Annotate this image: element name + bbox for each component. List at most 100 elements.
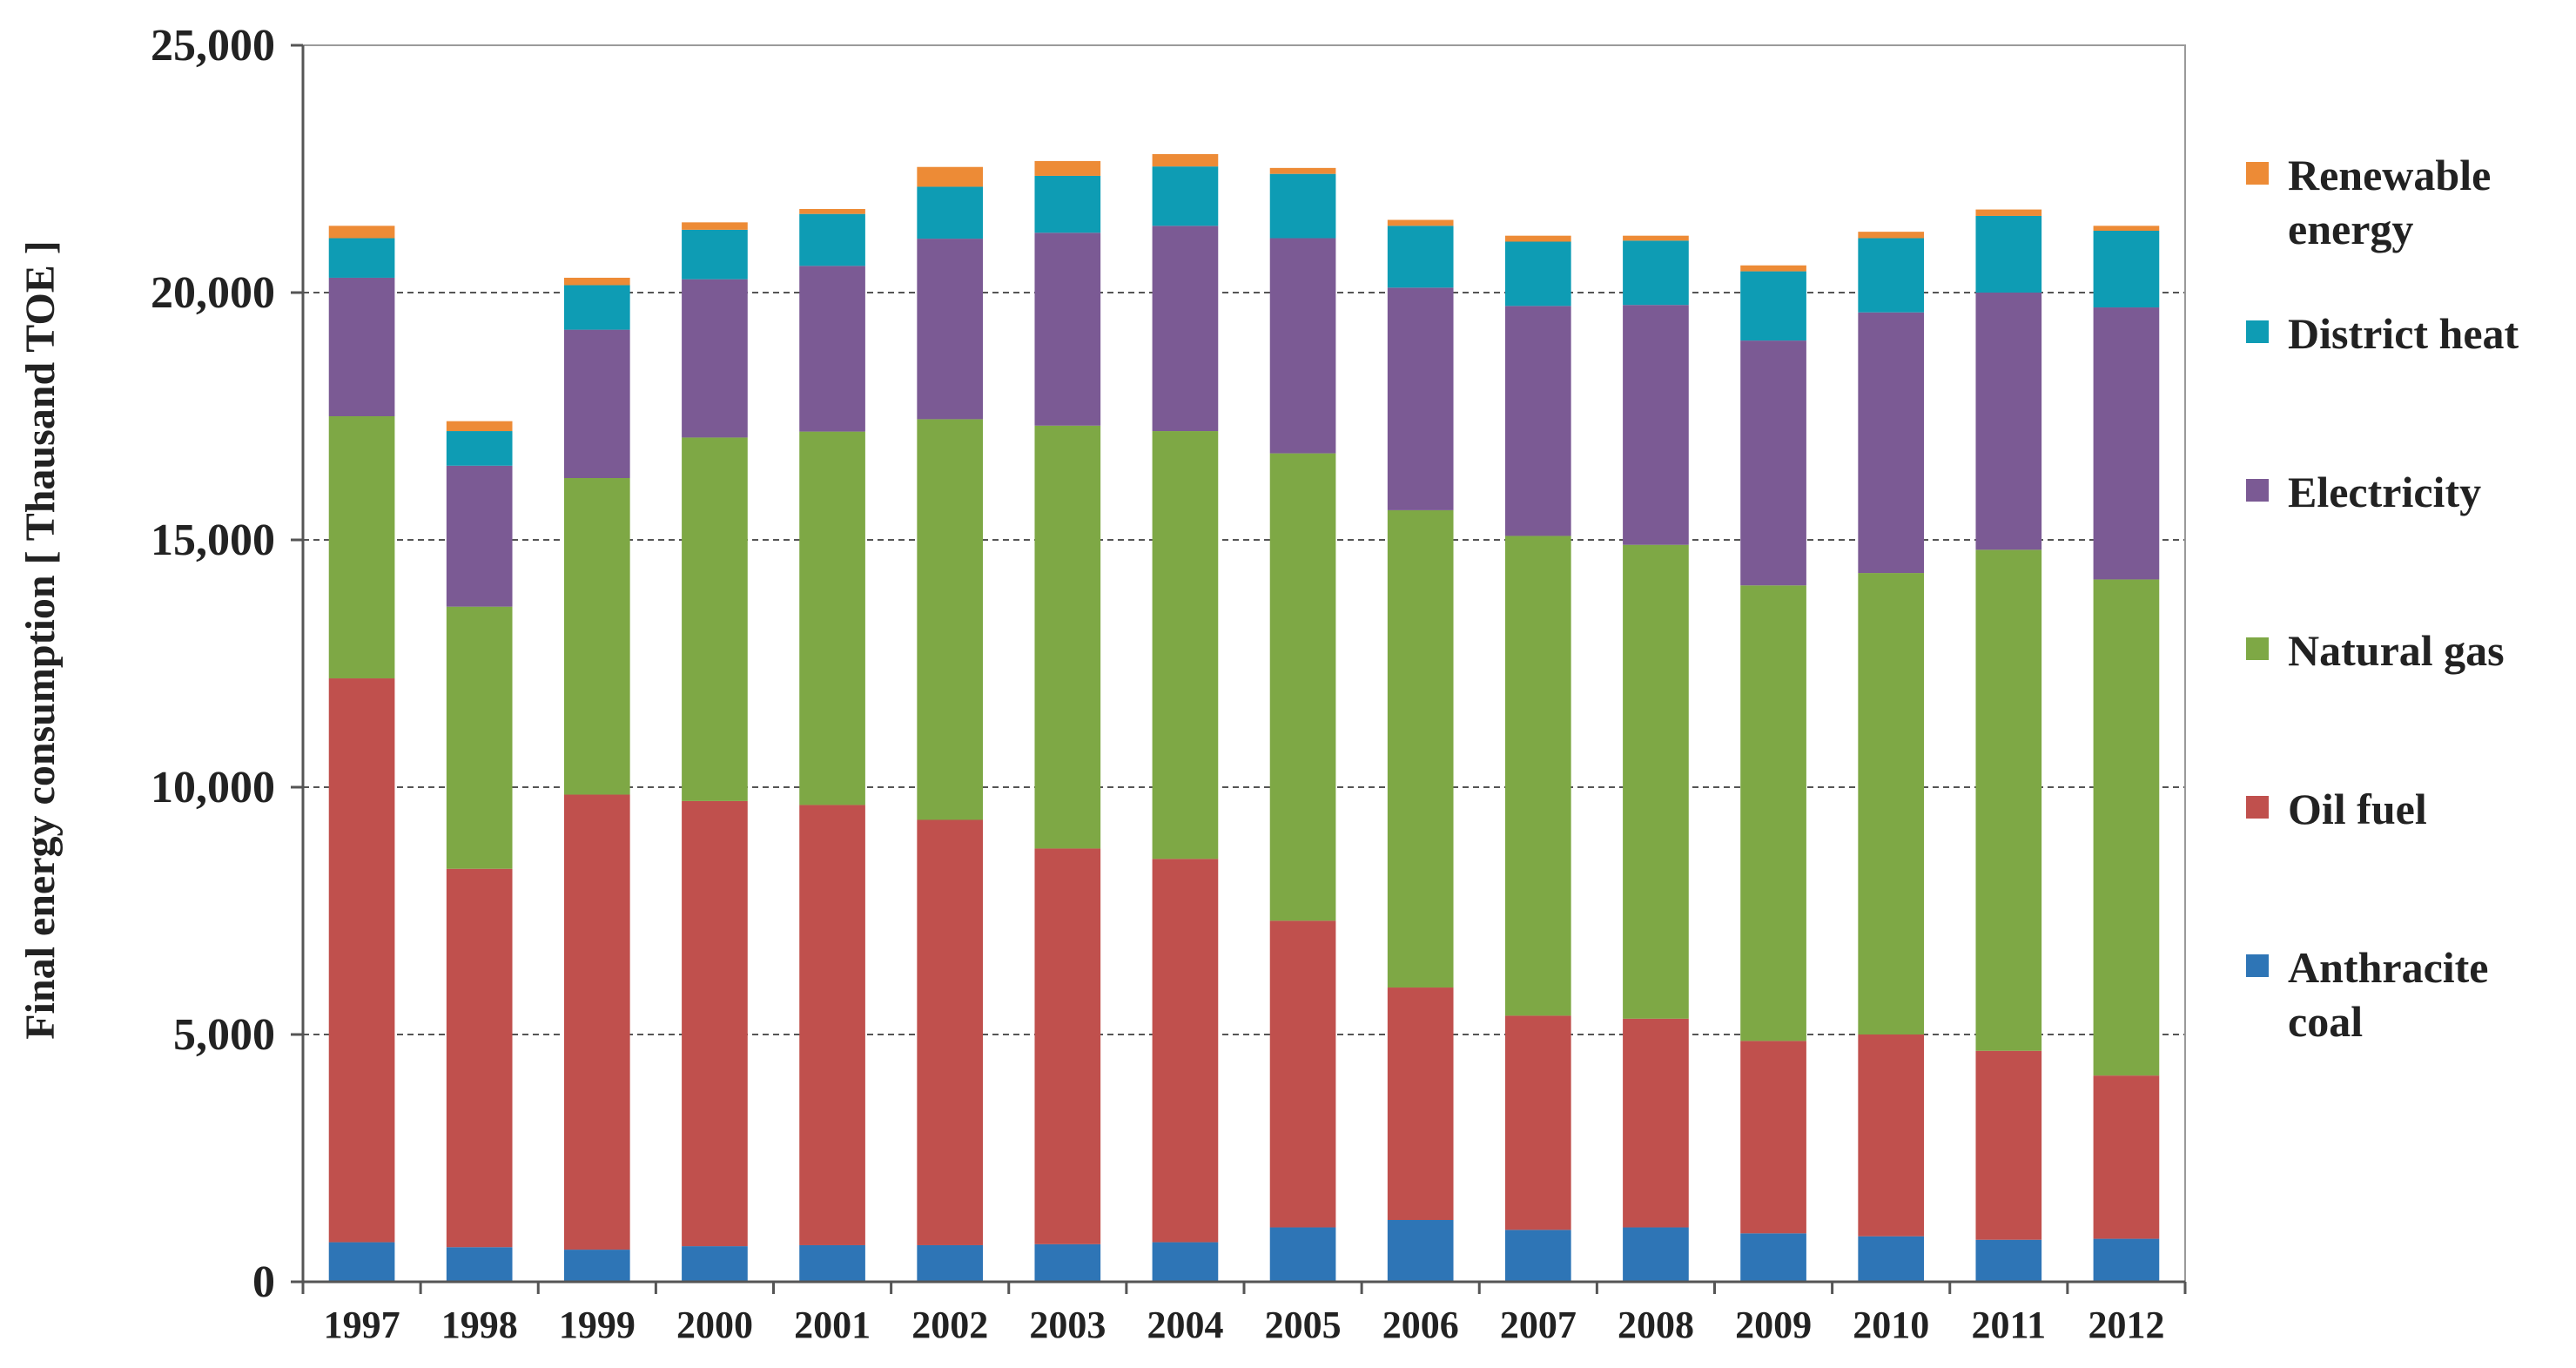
bar-2000-anthracite-coal xyxy=(682,1246,748,1282)
bar-2008-renewable-energy xyxy=(1623,235,1689,241)
bar-2011-district-heat xyxy=(1975,215,2042,293)
bar-1998-oil-fuel xyxy=(446,868,513,1248)
x-tick-label: 2005 xyxy=(1265,1304,1342,1346)
x-tick-label: 2009 xyxy=(1735,1304,1812,1346)
legend-item: Oil fuel xyxy=(2246,782,2549,836)
bar-2008-electricity xyxy=(1623,305,1689,545)
bar-2008-natural-gas xyxy=(1623,544,1689,1019)
bar-1998-natural-gas xyxy=(446,606,513,869)
bar-2010-natural-gas xyxy=(1858,573,1925,1034)
x-tick-label: 1999 xyxy=(559,1304,636,1346)
bar-2012-anthracite-coal xyxy=(2093,1238,2160,1282)
legend-label: Natural gas xyxy=(2288,626,2505,675)
bar-2005-natural-gas xyxy=(1269,453,1336,921)
bar-2009-electricity xyxy=(1740,340,1806,586)
bar-2003-renewable-energy xyxy=(1034,160,1101,176)
bar-2000-renewable-energy xyxy=(682,222,748,230)
bar-2003-natural-gas xyxy=(1034,425,1101,849)
legend-item: Natural gas xyxy=(2246,623,2549,677)
bar-2008-anthracite-coal xyxy=(1623,1227,1689,1282)
bar-1999-renewable-energy xyxy=(563,277,630,286)
bar-1999-district-heat xyxy=(563,285,630,330)
x-tick-label: 1998 xyxy=(441,1304,518,1346)
x-tick-label: 2010 xyxy=(1853,1304,1929,1346)
bar-2004-renewable-energy xyxy=(1152,153,1219,167)
bar-2005-anthracite-coal xyxy=(1269,1227,1336,1282)
bar-2003-anthracite-coal xyxy=(1034,1243,1101,1282)
x-tick-label: 2006 xyxy=(1382,1304,1459,1346)
bar-1998-anthracite-coal xyxy=(446,1247,513,1282)
bar-1997-renewable-energy xyxy=(328,226,395,239)
bar-2002-electricity xyxy=(917,239,984,420)
x-tick-label: 2001 xyxy=(794,1304,871,1346)
bar-2001-renewable-energy xyxy=(799,209,865,214)
bar-2005-district-heat xyxy=(1269,173,1336,239)
legend-label: Anthracite coal xyxy=(2288,943,2489,1046)
bar-1997-natural-gas xyxy=(328,416,395,679)
bar-2005-electricity xyxy=(1269,238,1336,454)
x-tick-label: 2008 xyxy=(1618,1304,1694,1346)
legend-swatch xyxy=(2246,162,2269,185)
bar-2007-natural-gas xyxy=(1504,536,1571,1016)
legend-label: Electricity xyxy=(2288,468,2482,516)
y-tick-label: 0 xyxy=(252,1257,275,1307)
bar-1998-district-heat xyxy=(446,431,513,466)
bar-2012-electricity xyxy=(2093,307,2160,580)
y-axis-title: Final energy consumption [ Thausand TOE … xyxy=(17,240,64,1040)
bar-2007-oil-fuel xyxy=(1504,1015,1571,1230)
bar-2001-oil-fuel xyxy=(799,805,865,1245)
x-axis-ticks: 1997 1998 1999 2000 2001 2002 2003 2004 2005 2006… xyxy=(324,1304,2165,1346)
bar-2011-anthracite-coal xyxy=(1975,1239,2042,1282)
bar-2004-electricity xyxy=(1152,226,1219,432)
bar-2007-electricity xyxy=(1504,306,1571,536)
legend-swatch xyxy=(2246,796,2269,819)
bar-2010-district-heat xyxy=(1858,238,1925,313)
bar-2002-anthracite-coal xyxy=(917,1244,984,1282)
legend-swatch xyxy=(2246,479,2269,502)
y-tick-label: 15,000 xyxy=(151,516,275,565)
bar-2006-district-heat xyxy=(1387,226,1454,288)
legend-label: Oil fuel xyxy=(2288,785,2427,833)
bar-2001-anthracite-coal xyxy=(799,1244,865,1282)
bar-2009-anthracite-coal xyxy=(1740,1233,1806,1282)
bars xyxy=(328,153,2160,1282)
bar-2012-renewable-energy xyxy=(2093,226,2160,231)
bar-2001-district-heat xyxy=(799,213,865,266)
bar-2008-district-heat xyxy=(1623,240,1689,306)
x-tick-label: 2011 xyxy=(1972,1304,2047,1346)
bar-2008-oil-fuel xyxy=(1623,1018,1689,1228)
bar-1998-renewable-energy xyxy=(446,421,513,432)
bar-2011-oil-fuel xyxy=(1975,1050,2042,1240)
y-tick-label: 25,000 xyxy=(151,21,275,71)
bar-2007-renewable-energy xyxy=(1504,235,1571,242)
bar-1999-anthracite-coal xyxy=(563,1250,630,1282)
y-tick-label: 10,000 xyxy=(151,763,275,812)
bar-2011-natural-gas xyxy=(1975,549,2042,1051)
bar-2006-anthracite-coal xyxy=(1387,1220,1454,1282)
x-tick-label: 2003 xyxy=(1029,1304,1106,1346)
legend-item: Renewable energy xyxy=(2246,148,2549,256)
bar-1999-natural-gas xyxy=(563,478,630,795)
bar-2012-district-heat xyxy=(2093,231,2160,308)
bar-2002-renewable-energy xyxy=(917,166,984,187)
bar-2010-renewable-energy xyxy=(1858,232,1925,239)
bar-2003-district-heat xyxy=(1034,175,1101,233)
bar-2010-anthracite-coal xyxy=(1858,1236,1925,1282)
bar-1999-electricity xyxy=(563,329,630,478)
bar-1997-anthracite-coal xyxy=(328,1242,395,1282)
legend-label: District heat xyxy=(2288,309,2519,358)
x-tick-label: 2002 xyxy=(911,1304,988,1346)
bar-2009-district-heat xyxy=(1740,271,1806,341)
bar-2010-electricity xyxy=(1858,312,1925,574)
bar-2009-oil-fuel xyxy=(1740,1041,1806,1234)
legend-swatch xyxy=(2246,637,2269,660)
bar-2002-district-heat xyxy=(917,186,984,239)
bar-2004-natural-gas xyxy=(1152,431,1219,859)
bar-1997-electricity xyxy=(328,277,395,416)
bar-2004-anthracite-coal xyxy=(1152,1242,1219,1282)
x-tick-label: 2007 xyxy=(1500,1304,1577,1346)
bar-2003-electricity xyxy=(1034,232,1101,426)
legend-item: District heat xyxy=(2246,307,2549,361)
bar-1997-oil-fuel xyxy=(328,678,395,1243)
